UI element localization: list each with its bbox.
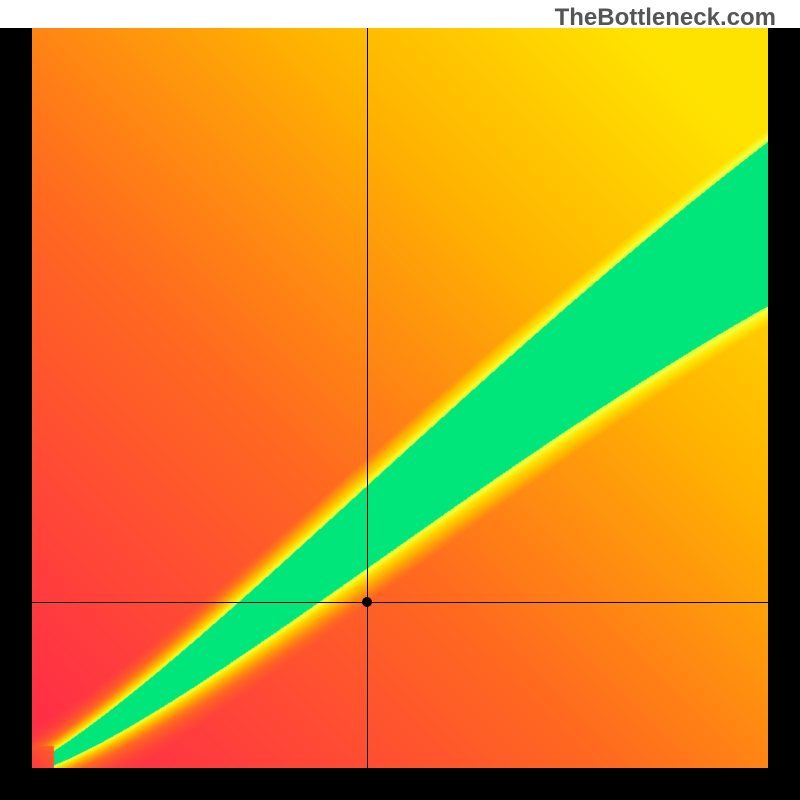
heatmap-canvas bbox=[32, 28, 768, 768]
crosshair-vertical bbox=[367, 28, 368, 768]
watermark-text: TheBottleneck.com bbox=[555, 4, 776, 32]
data-point-marker bbox=[362, 597, 372, 607]
crosshair-horizontal bbox=[32, 602, 768, 603]
